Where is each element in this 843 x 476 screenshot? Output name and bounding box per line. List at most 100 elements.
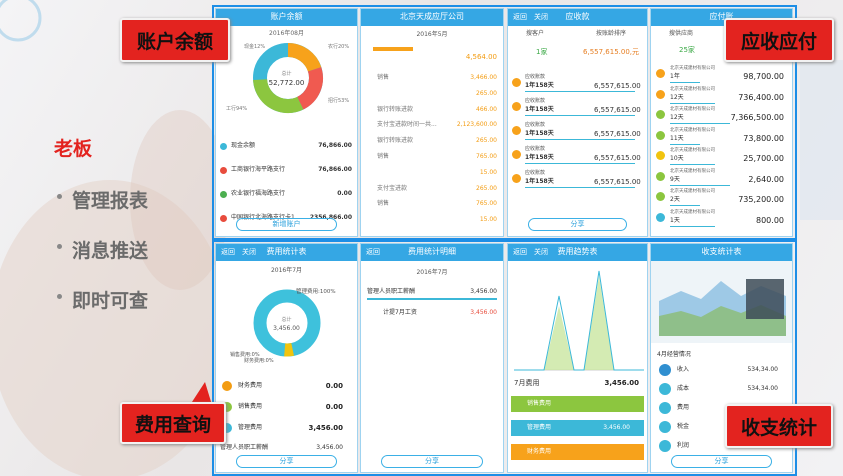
- screen-title: 费用统计表: [266, 247, 307, 256]
- row-icon: [222, 423, 232, 433]
- row-icon: [222, 381, 232, 391]
- vendor-name: 北京天成建材有限公司: [670, 66, 715, 71]
- row-icon: [659, 440, 671, 452]
- screen-title: 账户余额: [270, 12, 303, 21]
- row-icon: [656, 130, 665, 140]
- vendor-days: 1天: [670, 216, 680, 224]
- close-button: 关闭: [534, 13, 548, 21]
- progress: [525, 187, 635, 188]
- bullet-text: 即时可查: [72, 290, 149, 312]
- progress: [525, 139, 635, 140]
- total: 3,456.00: [273, 325, 300, 332]
- header-bar: 费用统计明细 返回: [361, 244, 503, 261]
- back-button: 返回: [221, 248, 235, 256]
- item-value: 6,557,615.00: [594, 178, 641, 186]
- row-icon: [220, 191, 227, 198]
- phone-screen: 应付账 搜供应商 25家 北京天成建材有限公司 1年 98,700.00 北京天成建材有限公…: [650, 8, 793, 237]
- vendor-days: 12天: [670, 114, 684, 121]
- item-name: 利润: [677, 442, 690, 449]
- row-icon: [659, 402, 671, 414]
- item-name: 应收账款: [525, 170, 546, 176]
- screen-title: 费用统计明细: [408, 247, 456, 256]
- entry-value: 466.00: [476, 105, 497, 113]
- entry-name: 销售: [377, 74, 390, 81]
- expense-value: 3,456.00: [308, 424, 343, 432]
- item-value: 534,34.00: [747, 366, 778, 373]
- vendor-value: 736,400.00: [738, 92, 784, 102]
- progress: [670, 164, 715, 165]
- area: [514, 276, 644, 370]
- callout-pointer: [190, 382, 212, 405]
- row-icon: [222, 402, 232, 412]
- vendor-value: 73,800.00: [743, 133, 784, 143]
- row-icon: [220, 215, 227, 222]
- item-name: 应收账款: [525, 74, 546, 80]
- count: 1家: [536, 48, 548, 56]
- expense-name: 销售费用: [238, 403, 263, 410]
- phone-screen: 费用趋势表 返回 关闭 7月费用 3,456.00 销售费用 管理费用 3,456.00 财务…: [507, 243, 648, 473]
- row-icon: [656, 192, 665, 201]
- count: 25家: [679, 46, 695, 54]
- callout: 费用查询: [120, 402, 226, 444]
- item-value: 534,34.00: [747, 385, 778, 392]
- screen-title: 收支统计表: [701, 247, 742, 256]
- legend-label: 现金12%: [244, 44, 266, 50]
- close-button: 关闭: [534, 248, 548, 256]
- chart-graphic: [651, 261, 792, 343]
- row-icon: [656, 171, 665, 181]
- phone-screen: 收支统计表 4月经营情况 收入 534,34.00 成本 534,34.00 费用 税金 利润…: [650, 243, 793, 473]
- entry-name: 支付宝进款: [377, 184, 408, 192]
- area-chart: [651, 261, 792, 343]
- item-days: 1年158天: [525, 82, 554, 89]
- donut: [253, 42, 323, 113]
- vendor-name: 北京天成建材有限公司: [670, 107, 715, 112]
- progress: [670, 102, 715, 104]
- row-icon: [656, 212, 665, 222]
- entry-value: 765.00: [476, 153, 497, 160]
- item-days: 1年158天: [525, 154, 554, 161]
- progress: [525, 163, 635, 164]
- slice-label: 销售费用:0%: [230, 352, 260, 358]
- screen-title: 北京天成应厅公司: [400, 12, 464, 21]
- sort: 按账龄排序: [596, 30, 627, 37]
- progress: [670, 205, 700, 206]
- month: 2016年08月: [269, 30, 304, 37]
- back-button: 返回: [513, 248, 527, 256]
- vendor-name: 北京天成建材有限公司: [670, 148, 715, 153]
- total: 4,564.00: [465, 53, 497, 61]
- item-name: 税金: [677, 423, 690, 430]
- vendor-name: 北京天成建材有限公司: [670, 168, 715, 174]
- entry-value: 2,123,600.00: [456, 121, 497, 129]
- item-name: 应收账款: [525, 146, 546, 152]
- row-icon: [512, 174, 521, 183]
- row-icon: [656, 110, 665, 119]
- share-button: 分享: [381, 455, 483, 468]
- sub-name: 管理人员职工薪酬: [220, 444, 269, 451]
- vendor-name: 北京天成建材有限公司: [670, 189, 715, 194]
- vendor-days: 1年: [670, 73, 680, 80]
- row-icon: [656, 89, 665, 99]
- vendor-value: 98,700.00: [743, 72, 784, 81]
- phone-screen: 账户余额 2016年08月 总计 52,772.00 现金12% 农行20% 招行53% 工…: [215, 8, 358, 237]
- role-title: 老板: [54, 138, 93, 160]
- vendor-value: 800.00: [756, 215, 784, 225]
- line: [514, 270, 644, 371]
- entry-value: 15.00: [479, 216, 497, 224]
- add-button: 新增账户: [236, 218, 337, 231]
- entry-name: 银行转账进款: [377, 105, 414, 113]
- bar-name: 财务费用: [527, 448, 552, 455]
- back-button: 返回: [366, 248, 380, 256]
- entry-name: 支付宝进款时间一共...: [377, 121, 437, 129]
- screen-title: 应收款: [565, 12, 590, 21]
- section-title: 4月经营情况: [657, 351, 691, 358]
- detail-value: 3,456.00: [470, 309, 497, 316]
- total: 52,772.00: [268, 79, 305, 87]
- expense-bar: 销售费用: [511, 396, 644, 412]
- search: 搜客户: [526, 30, 545, 37]
- account-value: 76,866.00: [318, 166, 352, 173]
- callout: 收支统计: [725, 404, 833, 448]
- row-icon: [512, 102, 521, 111]
- account-value: 2356,866.00: [309, 214, 352, 221]
- entry-value: 765.00: [476, 200, 497, 208]
